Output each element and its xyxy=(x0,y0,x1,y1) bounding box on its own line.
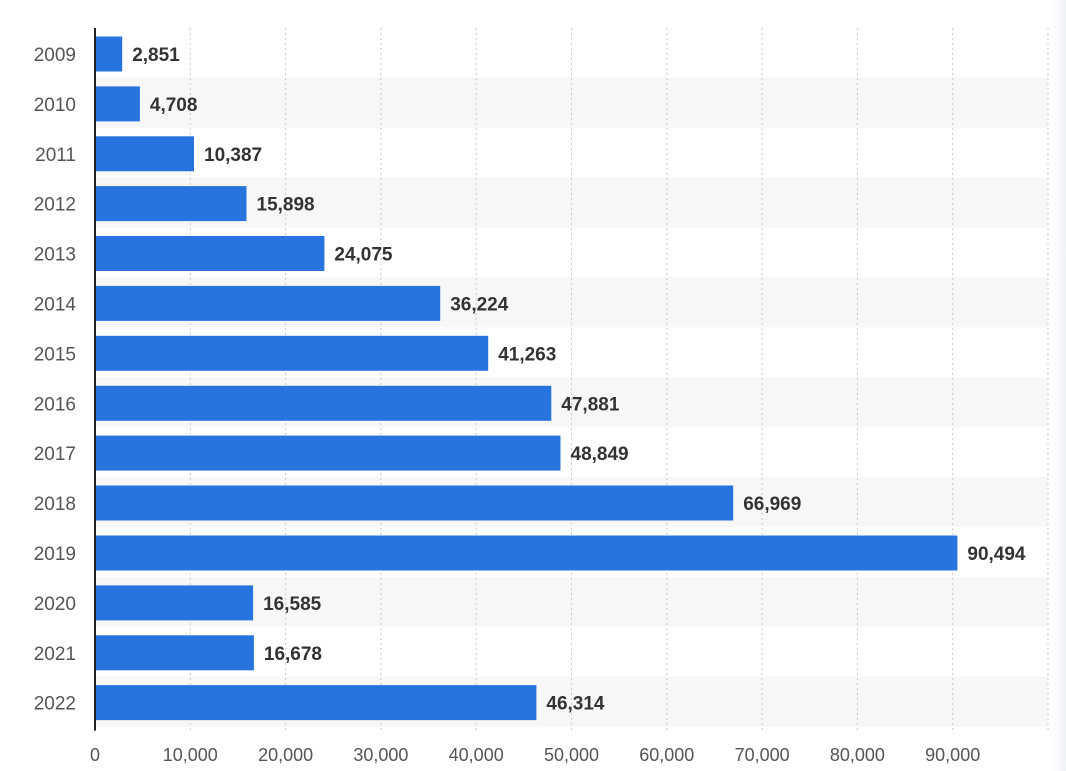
category-label-2013: 2013 xyxy=(34,245,76,266)
bar-2009[interactable] xyxy=(95,36,123,72)
category-label-2012: 2012 xyxy=(34,195,76,216)
bar-2015[interactable] xyxy=(95,335,489,371)
category-label-2009: 2009 xyxy=(34,45,76,66)
x-tick-label: 70,000 xyxy=(735,745,790,765)
category-label-2018: 2018 xyxy=(34,494,76,515)
x-tick-label: 10,000 xyxy=(163,745,218,765)
value-label-2022: 46,314 xyxy=(546,694,605,715)
value-label-2019: 90,494 xyxy=(967,544,1026,565)
bar-2017[interactable] xyxy=(95,435,561,471)
bar-2019[interactable] xyxy=(95,535,958,571)
category-label-2014: 2014 xyxy=(34,294,77,315)
value-label-2009: 2,851 xyxy=(132,45,180,66)
category-label-2021: 2021 xyxy=(34,644,76,665)
bar-2011[interactable] xyxy=(95,136,194,172)
x-tick-label: 60,000 xyxy=(639,745,694,765)
bar-2014[interactable] xyxy=(95,285,441,321)
value-label-2012: 15,898 xyxy=(257,195,315,216)
value-label-2021: 16,678 xyxy=(264,644,322,665)
x-tick-label: 50,000 xyxy=(544,745,599,765)
value-label-2015: 41,263 xyxy=(498,344,556,365)
category-label-2022: 2022 xyxy=(34,694,76,715)
category-label-2011: 2011 xyxy=(35,145,76,166)
right-edge-shade xyxy=(1052,0,1066,771)
value-label-2010: 4,708 xyxy=(150,95,198,116)
bar-2012[interactable] xyxy=(95,186,247,222)
category-label-2019: 2019 xyxy=(34,544,76,565)
value-label-2013: 24,075 xyxy=(334,245,393,266)
bar-2016[interactable] xyxy=(95,385,552,421)
category-label-2015: 2015 xyxy=(34,344,76,365)
bar-2010[interactable] xyxy=(95,86,140,122)
value-label-2011: 10,387 xyxy=(204,145,262,166)
value-label-2018: 66,969 xyxy=(743,494,801,515)
category-label-2017: 2017 xyxy=(34,444,76,465)
x-tick-label: 20,000 xyxy=(258,745,313,765)
value-label-2014: 36,224 xyxy=(450,294,509,315)
x-tick-label: 40,000 xyxy=(449,745,504,765)
value-label-2017: 48,849 xyxy=(571,444,629,465)
bar-2022[interactable] xyxy=(95,685,537,721)
value-labels: 2,851 4,708 10,387 15,898 24,075 36,224 41,263… xyxy=(132,45,1026,715)
category-label-2010: 2010 xyxy=(34,95,76,116)
x-tick-label: 80,000 xyxy=(830,745,885,765)
bar-2020[interactable] xyxy=(95,585,254,621)
y-axis-category-labels: 2009 2010 2011 2012 2013 2014 2015 2016 2017 2018… xyxy=(34,45,77,715)
bars xyxy=(95,36,958,721)
x-axis-tick-labels: 0 10,000 20,000 30,000 40,000 50,000 60,000 70,… xyxy=(90,745,980,765)
bar-2021[interactable] xyxy=(95,635,254,671)
category-label-2020: 2020 xyxy=(34,594,76,615)
row-stripe xyxy=(95,77,1048,128)
value-label-2020: 16,585 xyxy=(263,594,322,615)
bar-2013[interactable] xyxy=(95,236,325,271)
category-label-2016: 2016 xyxy=(34,394,76,415)
x-tick-label: 90,000 xyxy=(925,745,980,765)
x-tick-label: 30,000 xyxy=(353,745,408,765)
bar-2018[interactable] xyxy=(95,485,734,521)
x-tick-label: 0 xyxy=(90,745,100,765)
value-label-2016: 47,881 xyxy=(561,394,620,415)
